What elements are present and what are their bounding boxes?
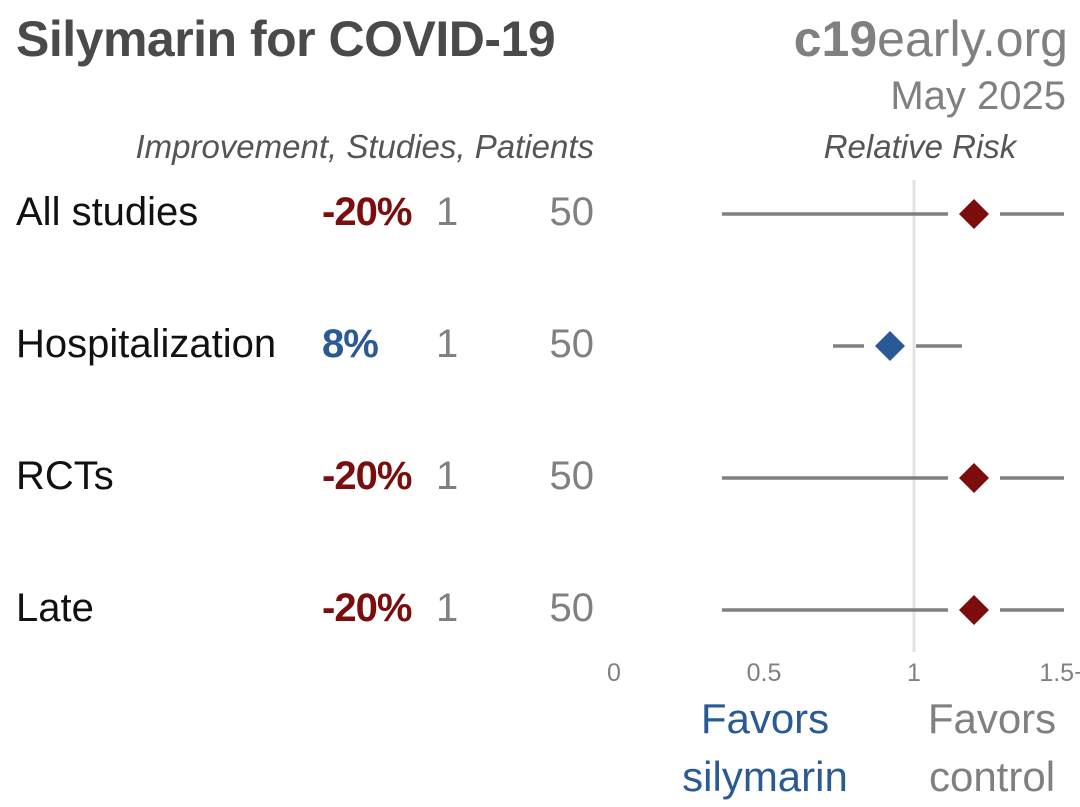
site-name-rest: early.org bbox=[877, 11, 1068, 67]
x-tick-label: 0 bbox=[607, 659, 621, 687]
favors-right-label: Favors bbox=[928, 695, 1056, 742]
row-improvement: -20% bbox=[322, 454, 412, 498]
relative-risk-header: Relative Risk bbox=[823, 128, 1017, 165]
row-improvement: -20% bbox=[322, 190, 412, 234]
date-label: May 2025 bbox=[890, 74, 1066, 118]
site-name: c19early.org bbox=[794, 10, 1068, 68]
row-label: Hospitalization bbox=[16, 322, 277, 366]
point-estimate-diamond bbox=[959, 199, 989, 229]
row-studies: 1 bbox=[436, 586, 459, 630]
x-tick-label: 1.5+ bbox=[1039, 659, 1080, 687]
favors-left-label: silymarin bbox=[682, 753, 848, 800]
row-studies: 1 bbox=[436, 454, 459, 498]
row-label: All studies bbox=[16, 190, 199, 234]
point-estimate-diamond bbox=[875, 331, 905, 361]
favors-left-label: Favors bbox=[701, 695, 829, 742]
x-tick-label: 0.5 bbox=[747, 659, 782, 687]
row-patients: 50 bbox=[549, 322, 595, 366]
x-tick-label: 1 bbox=[907, 659, 921, 687]
columns-header: Improvement, Studies, Patients bbox=[135, 128, 594, 165]
point-estimate-diamond bbox=[959, 463, 989, 493]
row-label: RCTs bbox=[16, 454, 114, 498]
row-studies: 1 bbox=[436, 190, 459, 234]
row-studies: 1 bbox=[436, 322, 459, 366]
site-name-bold: c19 bbox=[793, 11, 878, 67]
row-label: Late bbox=[16, 586, 94, 630]
row-improvement: 8% bbox=[322, 322, 379, 366]
favors-right-label: control bbox=[929, 753, 1055, 800]
row-patients: 50 bbox=[549, 586, 595, 630]
row-patients: 50 bbox=[549, 454, 595, 498]
row-improvement: -20% bbox=[322, 586, 412, 630]
page-title: Silymarin for COVID-19 bbox=[16, 11, 556, 67]
point-estimate-diamond bbox=[959, 595, 989, 625]
row-patients: 50 bbox=[549, 190, 595, 234]
